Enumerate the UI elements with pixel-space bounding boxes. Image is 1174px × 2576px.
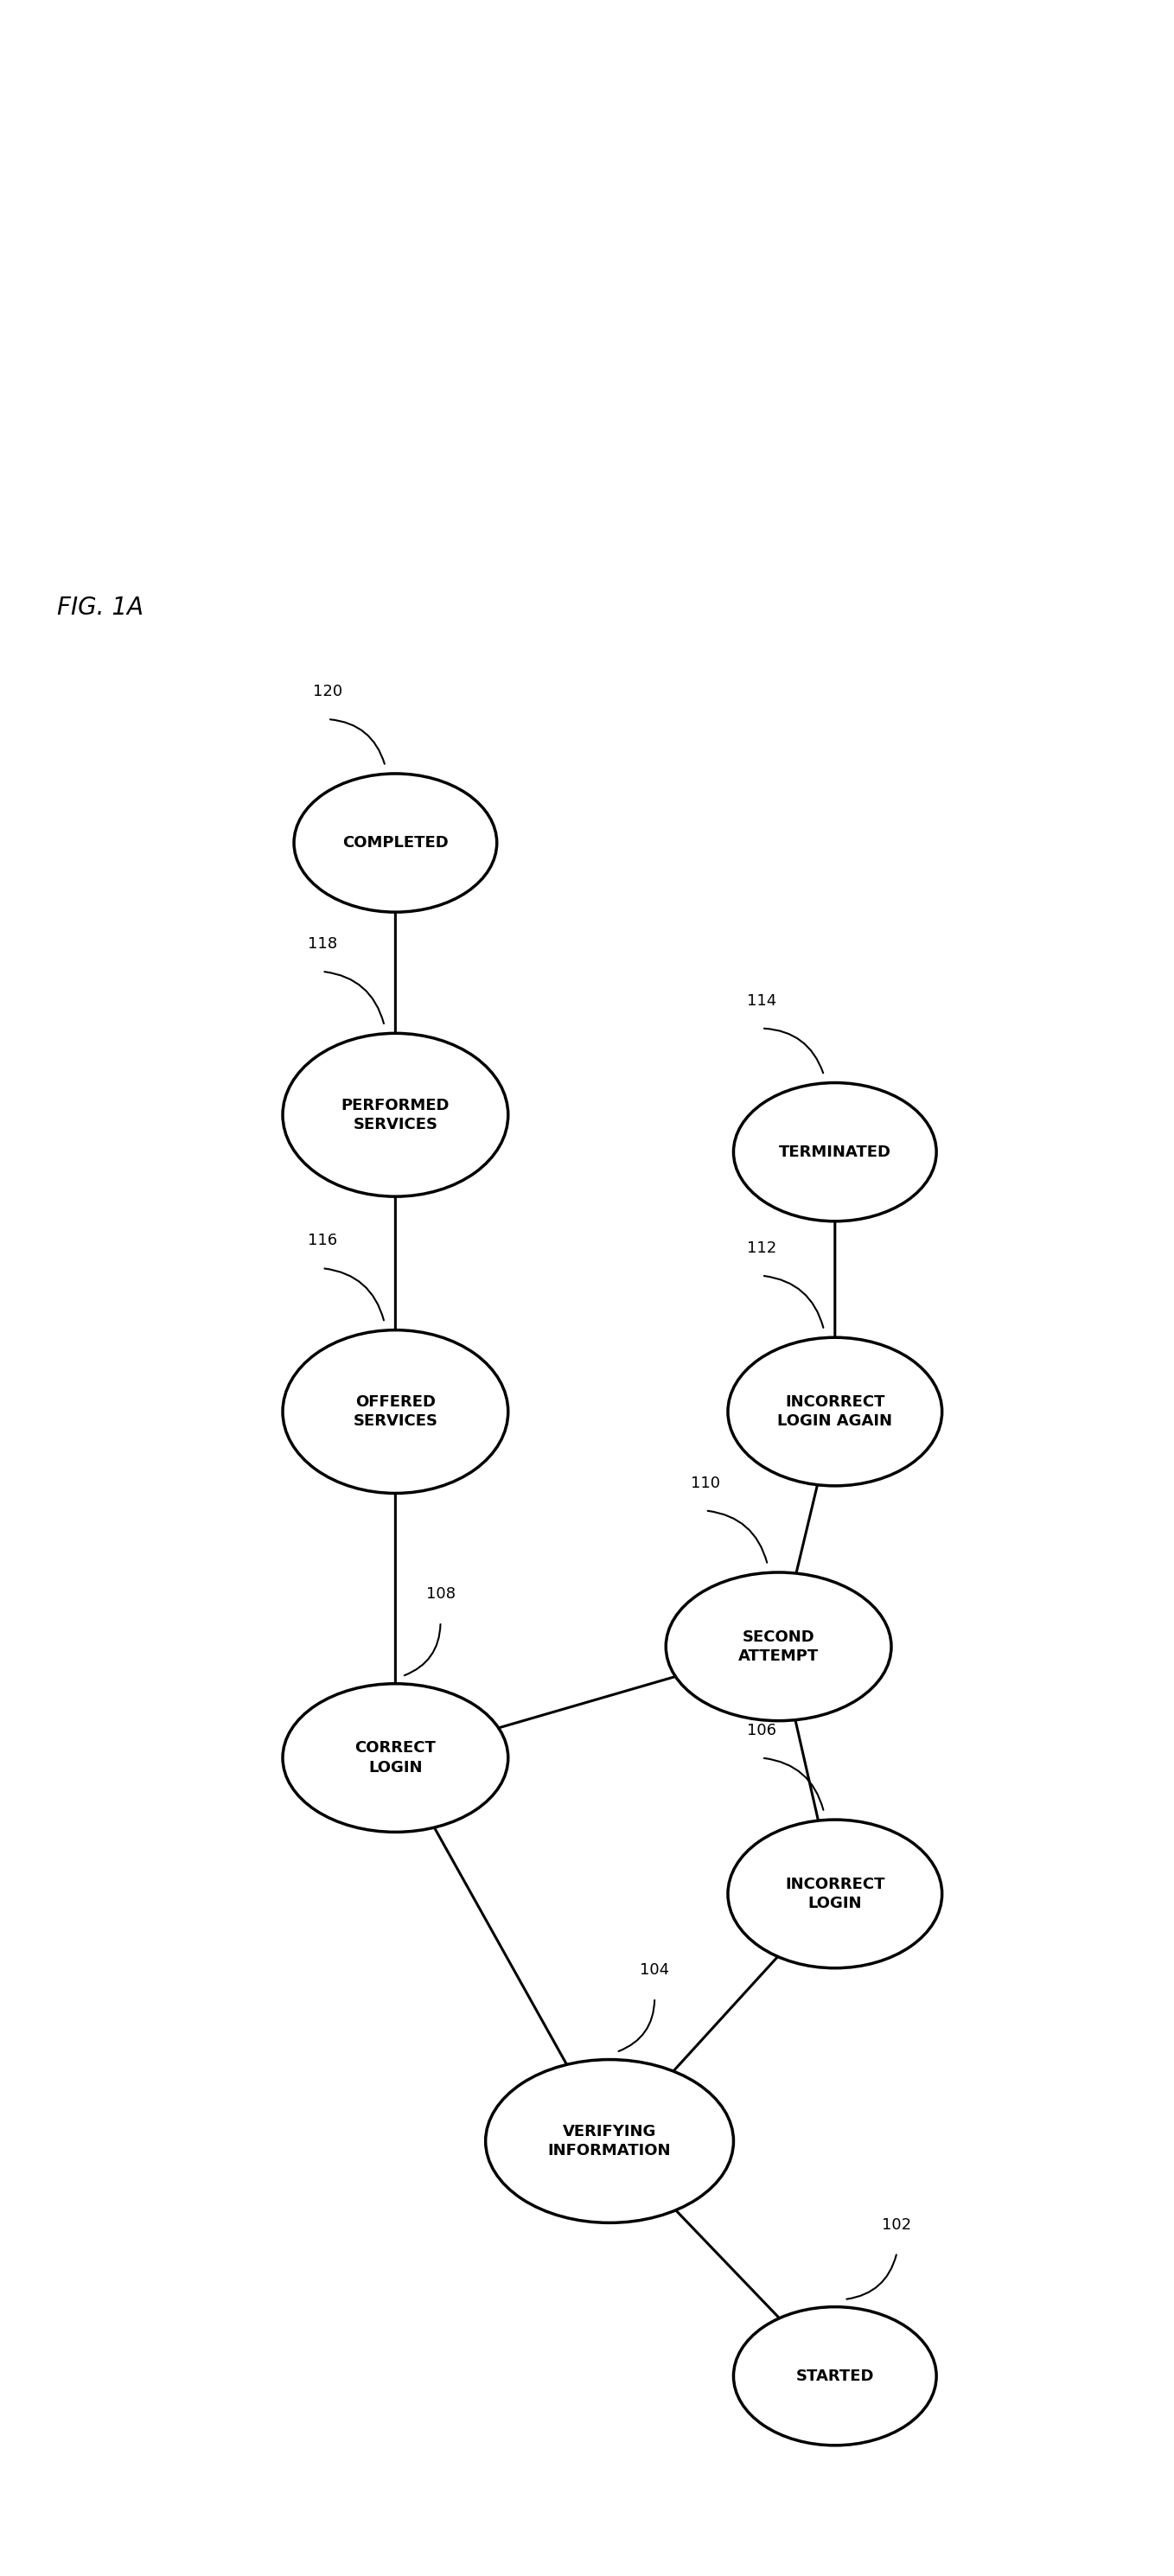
Text: 106: 106 [747,1723,776,1739]
Text: 116: 116 [308,1234,337,1249]
Text: CORRECT
LOGIN: CORRECT LOGIN [355,1741,436,1775]
Ellipse shape [734,1082,937,1221]
Ellipse shape [294,773,497,912]
Ellipse shape [283,1685,508,1832]
Text: VERIFYING
INFORMATION: VERIFYING INFORMATION [548,2123,672,2159]
Ellipse shape [283,1329,508,1494]
Text: 104: 104 [640,1963,669,1978]
Text: 102: 102 [882,2218,912,2233]
Ellipse shape [728,1819,942,1968]
Text: 114: 114 [747,992,776,1010]
Text: 120: 120 [313,683,343,701]
Text: OFFERED
SERVICES: OFFERED SERVICES [353,1394,438,1430]
Text: FIG. 1A: FIG. 1A [58,595,143,621]
Text: PERFORMED
SERVICES: PERFORMED SERVICES [342,1097,450,1133]
Text: 110: 110 [690,1476,720,1492]
Text: COMPLETED: COMPLETED [343,835,448,850]
Ellipse shape [734,2308,937,2445]
Ellipse shape [283,1033,508,1195]
Ellipse shape [728,1337,942,1486]
Ellipse shape [666,1571,891,1721]
Text: SECOND
ATTEMPT: SECOND ATTEMPT [738,1628,819,1664]
Ellipse shape [486,2061,734,2223]
Text: STARTED: STARTED [796,2367,875,2383]
Text: INCORRECT
LOGIN: INCORRECT LOGIN [785,1875,885,1911]
Text: 118: 118 [308,935,337,951]
Text: TERMINATED: TERMINATED [778,1144,891,1159]
Text: 108: 108 [426,1587,456,1602]
Text: 112: 112 [747,1239,776,1257]
Text: INCORRECT
LOGIN AGAIN: INCORRECT LOGIN AGAIN [777,1394,892,1430]
